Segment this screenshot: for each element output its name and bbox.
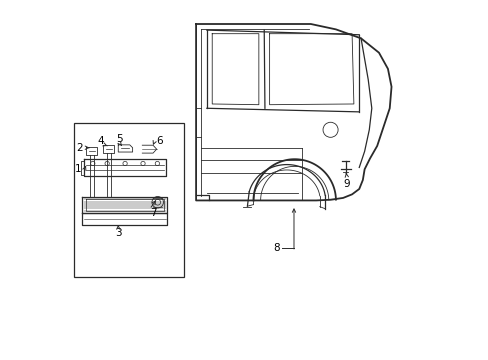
Text: 1: 1 xyxy=(75,164,81,174)
Text: 3: 3 xyxy=(115,228,122,238)
Text: 2: 2 xyxy=(76,143,82,153)
Text: 6: 6 xyxy=(156,136,162,145)
Text: 5: 5 xyxy=(116,134,123,144)
Bar xyxy=(74,123,183,277)
Text: 9: 9 xyxy=(343,179,349,189)
Text: 7: 7 xyxy=(149,208,156,218)
Text: 4: 4 xyxy=(98,136,104,146)
Text: 8: 8 xyxy=(273,243,280,253)
